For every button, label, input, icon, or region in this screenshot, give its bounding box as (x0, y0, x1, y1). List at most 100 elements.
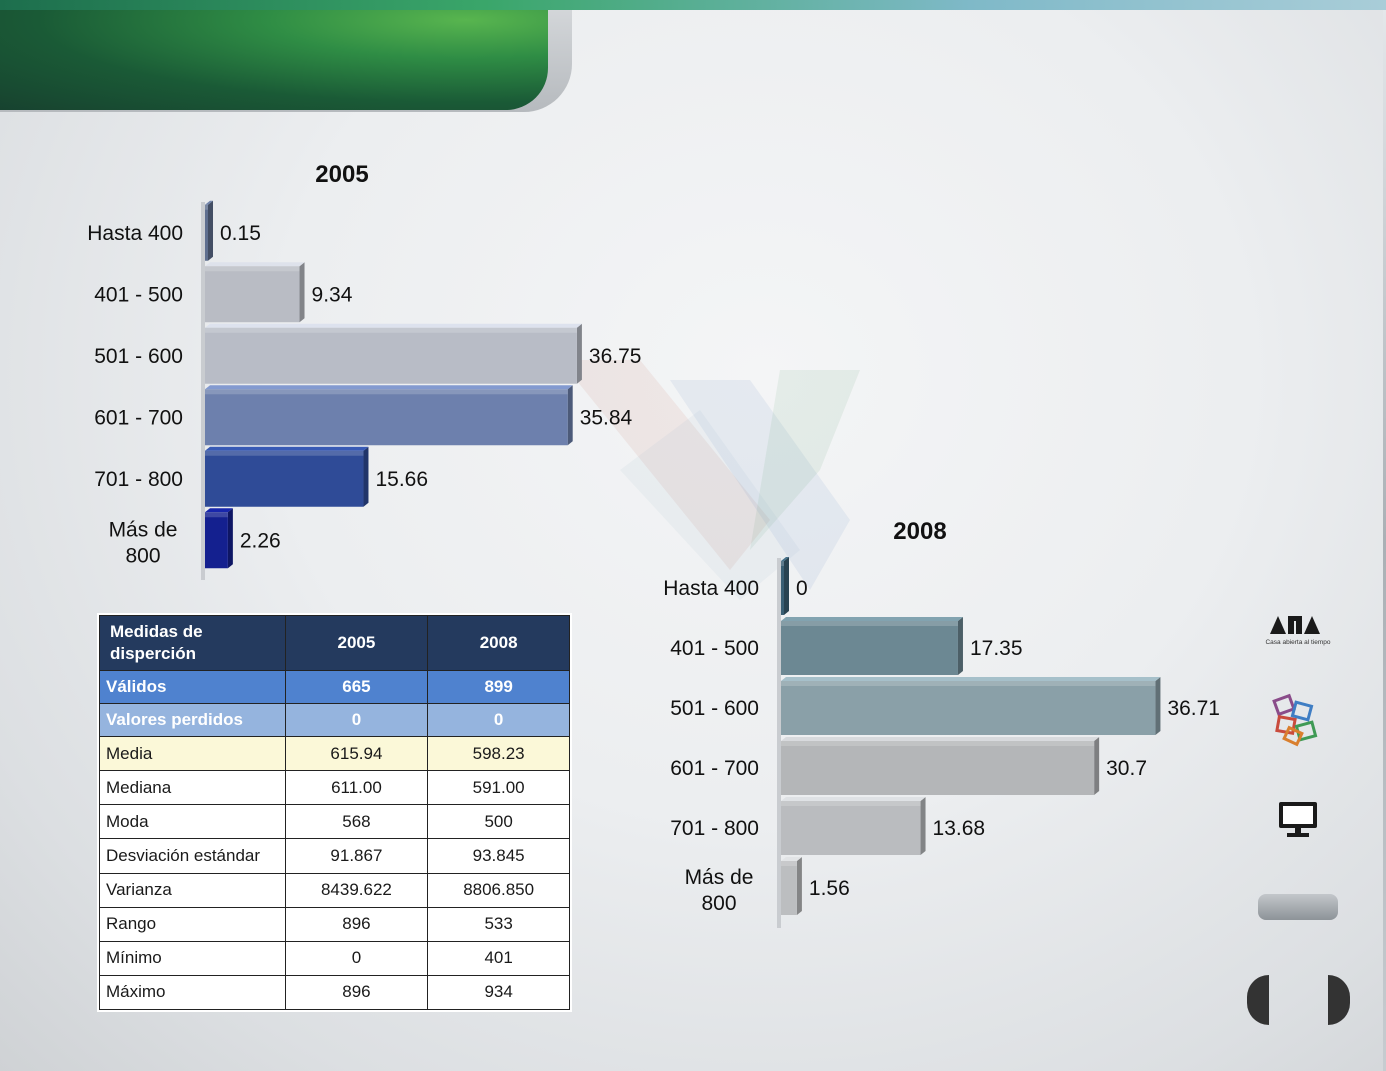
bar-side (363, 446, 369, 507)
bar (205, 327, 577, 384)
bar-top (781, 677, 1161, 681)
chart-axis (201, 202, 205, 580)
table-cell-2005: 8439.622 (284, 872, 429, 908)
data-label: 9.34 (312, 283, 353, 306)
bar (781, 561, 784, 615)
category-label: Hasta 400 (87, 222, 183, 245)
bar-highlight (781, 621, 958, 626)
bar-group (205, 446, 369, 507)
table-cell-label: Varianza (99, 872, 286, 908)
data-label: 0 (796, 577, 808, 600)
bar-group (205, 385, 573, 446)
bar-top (781, 797, 926, 801)
bar-group (205, 262, 305, 323)
table-row: Válidos 665 899 (99, 669, 570, 705)
monitor-icon[interactable] (1277, 800, 1319, 840)
table-cell-2008: 401 (427, 940, 570, 976)
table-cell-2005: 0 (284, 940, 429, 976)
category-label: 501 - 600 (670, 697, 759, 720)
table-cell-2005: 896 (284, 974, 429, 1011)
bar-group (781, 617, 963, 675)
bar-top (205, 508, 233, 513)
bar-group (781, 737, 1100, 795)
bar (205, 512, 228, 569)
table-cell-label: Válidos (99, 669, 286, 705)
nav-next-button[interactable] (1328, 975, 1350, 1025)
bar-highlight (205, 327, 577, 333)
bar-side (784, 557, 789, 615)
chart-title: 2008 (893, 518, 946, 545)
table-cell-2005: 615.94 (284, 736, 429, 772)
table-cell-label: Valores perdidos (99, 703, 286, 738)
bar (781, 741, 1095, 795)
nav-previous-button[interactable] (1247, 975, 1269, 1025)
table-cell-label: Rango (99, 906, 286, 942)
category-label: 401 - 500 (670, 637, 759, 660)
bar-group (781, 857, 802, 915)
bar (781, 861, 797, 915)
bar-group (205, 200, 213, 261)
table-cell-label: Mínimo (99, 940, 286, 976)
chart-title: 2005 (315, 161, 368, 188)
data-label: 15.66 (375, 468, 428, 491)
table-cell-label: Media (99, 736, 286, 772)
data-label: 30.7 (1106, 757, 1147, 780)
dispersion-table: Medidas de disperción 2005 2008 Válidos 6… (99, 615, 570, 1011)
data-label: 0.15 (220, 222, 261, 245)
table-cell-2008: 934 (427, 974, 570, 1011)
bar-group (205, 508, 233, 569)
bar-highlight (205, 512, 228, 518)
bar-top (781, 737, 1100, 741)
bar (205, 266, 300, 323)
table-cell-2008: 93.845 (427, 838, 570, 874)
table-row: Máximo 896 934 (99, 974, 570, 1011)
bar-side (1094, 737, 1100, 795)
table-cell-2008: 591.00 (427, 770, 570, 806)
table-cell-label: Máximo (99, 974, 286, 1011)
table-row: Mediana 611.00 591.00 (99, 770, 570, 806)
table-header-measure: Medidas de disperción (99, 615, 286, 671)
table-cell-2005: 91.867 (284, 838, 429, 874)
table-row: Media 615.94 598.23 (99, 736, 570, 772)
bar-side (227, 508, 233, 569)
cubes-logo-icon (1272, 693, 1318, 747)
bar (781, 801, 921, 855)
bar-side (1155, 677, 1161, 735)
bar-highlight (781, 861, 797, 866)
bar-highlight (205, 389, 568, 395)
nav-pill-button[interactable] (1258, 894, 1338, 920)
data-label: 35.84 (580, 406, 633, 429)
bar-side (576, 323, 582, 384)
bar-group (781, 797, 926, 855)
category-label: 701 - 800 (670, 817, 759, 840)
data-label: 36.75 (589, 345, 642, 368)
bar-top (781, 617, 963, 621)
bar-group (781, 557, 789, 615)
chart-2005-svg: 2005 0.15 Hasta 400 9.34 401 - 500 36.75 501 -… (87, 161, 642, 580)
category-label: 701 - 800 (94, 468, 183, 491)
category-label: Más de 800 (685, 866, 754, 915)
uam-tagline: Casa abierta al tiempo (1265, 639, 1330, 646)
category-label: 601 - 700 (94, 406, 183, 429)
table-cell-2008: 8806.850 (427, 872, 570, 908)
table-row: Mínimo 0 401 (99, 940, 570, 976)
bar-side (920, 797, 926, 855)
bar-side (208, 200, 213, 261)
chart-2008-svg: 2008 0 Hasta 400 17.35 401 - 500 36.71 501 - 6… (663, 518, 1220, 928)
table-row: Desviación estándar 91.867 93.845 (99, 838, 570, 874)
bar-side (796, 857, 802, 915)
table-cell-2008: 533 (427, 906, 570, 942)
bar-top (781, 857, 802, 861)
data-label: 36.71 (1167, 697, 1220, 720)
bar-top (205, 262, 305, 267)
bar-highlight (205, 450, 364, 456)
table-cell-2008: 500 (427, 804, 570, 840)
table-cell-2008: 0 (427, 703, 570, 738)
category-label: 401 - 500 (94, 283, 183, 306)
top-strip (0, 0, 1386, 10)
bar-highlight (205, 204, 208, 210)
uam-logo-icon: Casa abierta al tiempo (1265, 616, 1331, 646)
background-arrows-decoration (560, 360, 860, 600)
table-header-2005: 2005 (284, 615, 429, 671)
table-row: Valores perdidos 0 0 (99, 703, 570, 738)
